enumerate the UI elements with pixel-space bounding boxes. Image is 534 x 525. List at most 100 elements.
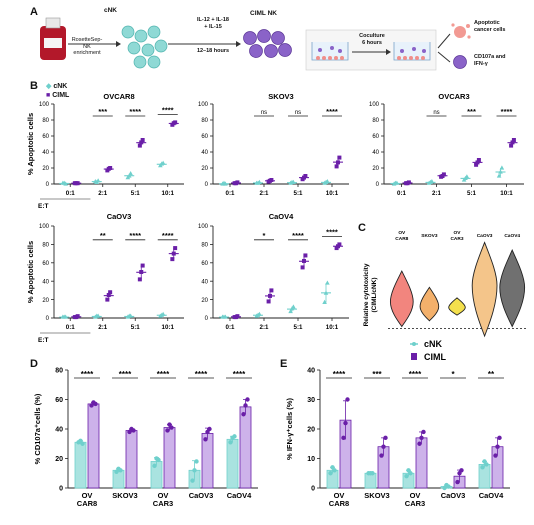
x-axis-label: E:T [38,203,49,208]
bar [364,472,377,489]
category-label: CaOV3 [189,491,214,500]
legend-ciml-marker: ■ [46,92,51,99]
data-point-cnk [257,311,262,316]
panel-label-d: D [30,358,38,370]
data-point-ciml [510,140,515,145]
legend-cnk-marker: ◆ [46,83,52,90]
y-tick-label: 0 [205,182,209,188]
significance-label: **** [119,370,132,379]
x-tick-label: 10:1 [326,324,339,331]
y-axis-label: % Apoptotic cells [26,113,35,175]
data-point-ciml [137,277,142,282]
y-tick-label: 100 [39,224,50,230]
cnk-cells-icon [121,25,168,69]
data-point-ciml [509,143,514,148]
significance-label: ns [261,110,267,116]
y-tick-label: 40 [201,279,208,285]
data-point [379,453,384,458]
category-label: OV [398,230,406,236]
significance-label: **** [501,107,513,116]
data-point-cnk [291,179,296,184]
data-point [421,429,426,435]
data-point-cnk [126,173,132,178]
y-tick-label: 60 [42,134,49,140]
y-tick-label: 60 [42,261,49,267]
data-point [156,457,161,463]
data-point [207,426,212,432]
y-tick-label: 40 [42,150,49,156]
data-point-cnk [223,314,228,319]
significance-label: ns [433,110,439,116]
legend-cnk-label: cNK [53,83,68,90]
legend-ciml-label: CIML [52,92,70,99]
legend-item-cnk: ◆ cNK [46,82,69,91]
data-point-ciml [302,258,306,263]
data-point-ciml [266,299,271,304]
data-point-ciml [139,270,144,274]
data-point-ciml [235,314,240,319]
y-tick-label: 100 [198,224,209,230]
data-point-cnk [325,179,330,184]
panel-label-c: C [358,222,366,234]
cd107-line: IFN-γ [474,61,488,67]
data-point [345,397,350,402]
significance-label: ** [488,370,495,379]
category-label: SKOV3 [421,233,438,239]
violin-shape [471,241,498,338]
category-label: OV [410,491,421,500]
y-tick-label: 0 [46,316,50,322]
data-point-cnk [323,290,329,295]
data-point-cnk [496,173,502,178]
x-tick-label: 10:1 [326,190,339,197]
x-tick-label: 2:1 [98,324,108,331]
y-tick-label: 20 [42,298,49,304]
x-tick-label: 5:1 [131,324,141,331]
data-point-cnk [498,169,503,174]
x-tick-label: 2:1 [260,190,270,197]
data-point [203,437,208,442]
significance-label: ns [295,110,301,116]
bar [415,437,428,489]
bar [125,430,138,489]
significance-label: **** [129,107,141,116]
x-tick-label: 5:1 [131,190,141,197]
data-point-cnk [288,308,293,314]
data-point-cnk [63,314,68,319]
x-tick-label: 2:1 [98,190,108,197]
violin-shape [389,270,414,328]
data-point-cnk [160,311,166,316]
significance-label: *** [467,107,476,116]
data-point [245,397,250,402]
panel-label-b: B [30,80,38,92]
cd107-label: CD107a and IFN-γ [474,54,506,68]
x-tick-label: 0:1 [66,324,76,331]
category-label: CAR8 [329,499,349,508]
bar [226,438,239,489]
data-point-ciml [337,242,342,247]
blood-bag-icon [40,17,66,60]
significance-label: **** [233,370,246,379]
y-tick-label: 100 [369,102,380,108]
y-tick-label: 0 [376,182,380,188]
data-point [194,459,199,464]
coculture-line: Coculture [359,33,385,39]
data-point-ciml [173,246,178,251]
y-tick-label: 0 [311,486,315,493]
y-axis-label: % CD107a⁺cells (%) [33,393,42,464]
panel-label-e: E [280,358,288,370]
y-tick-label: 80 [55,368,63,375]
data-point-ciml [474,162,479,167]
significance-label: * [263,231,266,240]
category-label: CaOV3 [441,491,466,500]
data-point [243,403,248,408]
legend-cnk-dot [412,342,416,346]
x-tick-label: 5:1 [467,190,477,197]
y-tick-label: 10 [307,456,315,463]
y-tick-label: 0 [205,316,209,322]
cytokine-line: IL-12 + IL-18 [197,17,229,23]
apoptotic-line: Apoptotic [474,20,500,26]
y-tick-label: 40 [201,150,208,156]
hours-label: 12–18 hours [196,48,230,54]
